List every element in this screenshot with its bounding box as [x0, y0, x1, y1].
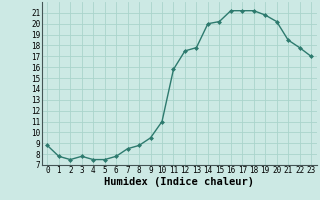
X-axis label: Humidex (Indice chaleur): Humidex (Indice chaleur) — [104, 177, 254, 187]
